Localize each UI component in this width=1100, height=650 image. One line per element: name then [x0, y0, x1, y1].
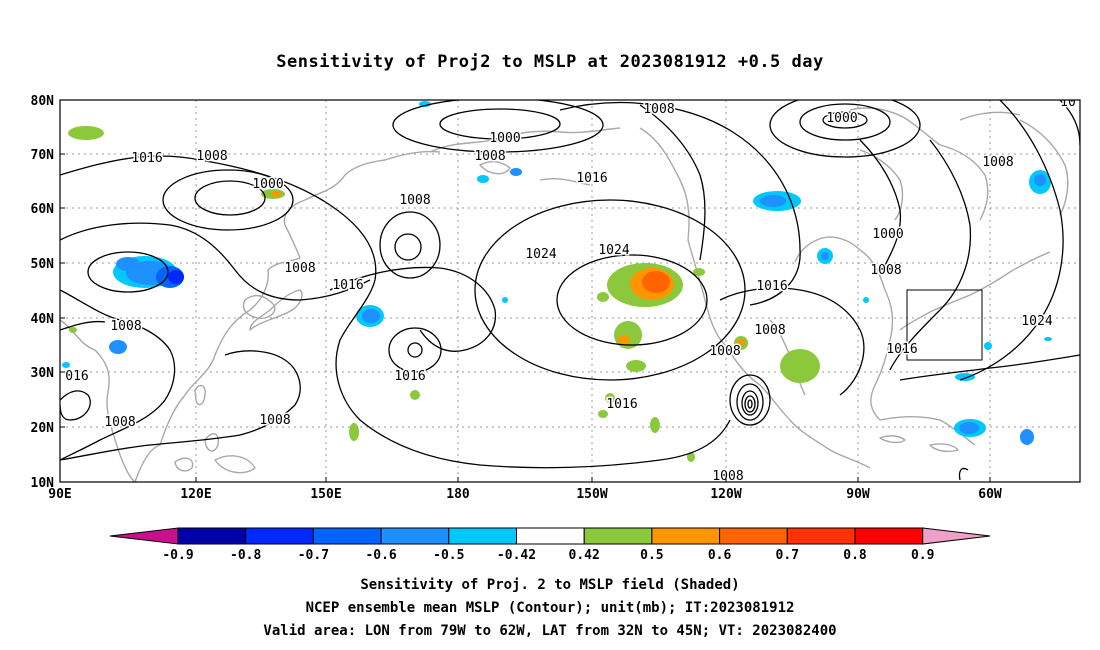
lon-tick-label: 90E	[48, 487, 71, 502]
tick-marks	[60, 153, 991, 482]
colorbar-label: -0.7	[298, 548, 329, 563]
colorbar-swatch	[448, 527, 517, 545]
contour-label: 1008	[474, 149, 505, 164]
lat-tick-label: 80N	[31, 94, 55, 109]
colorbar-swatch	[583, 527, 653, 545]
lon-tick-label: 150W	[576, 487, 607, 502]
lat-tick-label: 20N	[31, 421, 55, 436]
contour-label: 1008	[643, 102, 674, 117]
colorbar: -0.9 -0.8 -0.7 -0.6 -0.5 -0.42 0.42 0.5 0.6 0.7 0.…	[109, 527, 991, 563]
lon-tick-labels: 90E 120E 150E 180 150W 120W 90W 60W	[48, 487, 1002, 502]
contour-label-group: 1000 1000 1000 1000 1008 1008 1008 1008 …	[64, 95, 1078, 484]
contour-label: 1008	[870, 263, 901, 278]
figure-title: Sensitivity of Proj2 to MSLP at 20230819…	[276, 52, 823, 72]
map-gridlines	[60, 100, 1080, 482]
lat-tick-label: 30N	[31, 366, 55, 381]
map-panel: 1000 1000 1000 1000 1008 1008 1008 1008 …	[31, 94, 1081, 502]
lat-tick-label: 70N	[31, 148, 55, 163]
lon-tick-label: 60W	[978, 487, 1002, 502]
contour-label: 1008	[709, 344, 740, 359]
contour-label: 1016	[394, 369, 425, 384]
contour-label: 1016	[576, 171, 607, 186]
contour-label: 1008	[284, 261, 315, 276]
coastlines	[60, 107, 1069, 482]
colorbar-label: 0.9	[911, 548, 934, 563]
sensitivity-shading	[62, 101, 1052, 462]
colorbar-pos-arrow	[922, 527, 991, 545]
contour-label: 1000	[872, 227, 903, 242]
lat-tick-label: 10N	[31, 476, 55, 491]
caption-line-1: Sensitivity of Proj. 2 to MSLP field (Sh…	[360, 577, 739, 593]
colorbar-neg-arrow	[109, 527, 179, 545]
colorbar-swatch	[245, 527, 314, 545]
contour-label: 1016	[886, 342, 917, 357]
lat-tick-label: 60N	[31, 202, 55, 217]
contour-label: 1008	[399, 193, 430, 208]
lon-tick-label: 90W	[846, 487, 870, 502]
lat-tick-label: 50N	[31, 257, 55, 272]
contour-label: 1008	[110, 319, 141, 334]
lat-tick-labels: 80N 70N 60N 50N 40N 30N 20N 10N	[31, 94, 55, 491]
colorbar-label: 0.42	[569, 548, 600, 563]
contour-label: 016	[65, 369, 88, 384]
map-frame	[59, 99, 1081, 483]
lon-tick-label: 150E	[310, 487, 341, 502]
contour-label: 1024	[525, 247, 556, 262]
colorbar-swatch	[380, 527, 450, 545]
lon-tick-label: 180	[446, 487, 470, 502]
colorbar-label: 0.7	[776, 548, 799, 563]
colorbar-label: 0.6	[708, 548, 732, 563]
colorbar-label: -0.6	[365, 548, 396, 563]
contour-label: 1016	[131, 151, 162, 166]
colorbar-swatch	[516, 527, 585, 545]
map-background	[60, 100, 1080, 482]
lon-tick-label: 120E	[180, 487, 211, 502]
colorbar-label: 0.5	[640, 548, 663, 563]
contour-label: 1016	[606, 397, 637, 412]
colorbar-label: 0.8	[843, 548, 867, 563]
contour-label: 1016	[332, 278, 363, 293]
contour-label: 1008	[982, 155, 1013, 170]
valid-area-box	[906, 289, 983, 361]
colorbar-swatch	[312, 527, 382, 545]
colorbar-swatch	[177, 527, 247, 545]
colorbar-swatch	[651, 527, 721, 545]
colorbar-label: -0.42	[497, 548, 536, 563]
contour-label: 1000	[826, 111, 857, 126]
contour-label: 1008	[712, 469, 743, 484]
caption-line-2: NCEP ensemble mean MSLP (Contour); unit(…	[306, 600, 795, 616]
contour-label: 10	[1060, 95, 1076, 110]
colorbar-label: -0.5	[433, 548, 464, 563]
colorbar-swatch	[854, 527, 924, 545]
lat-tick-label: 40N	[31, 312, 55, 327]
colorbar-label: -0.8	[230, 548, 261, 563]
contour-label: 1024	[598, 243, 629, 258]
contour-label: 1008	[104, 415, 135, 430]
contour-label: 1008	[754, 323, 785, 338]
mslp-contours	[60, 100, 1080, 481]
contour-label: 1024	[1021, 314, 1052, 329]
lon-tick-label: 120W	[710, 487, 741, 502]
contour-label: 1016	[756, 279, 787, 294]
caption-line-3: Valid area: LON from 79W to 62W, LAT fro…	[263, 623, 836, 639]
contour-label: 1000	[252, 177, 283, 192]
colorbar-swatch	[719, 527, 788, 545]
colorbar-swatch	[786, 527, 856, 545]
colorbar-label: -0.9	[162, 548, 193, 563]
contour-label: 1008	[259, 413, 290, 428]
contour-label: 1000	[489, 131, 520, 146]
contour-label: 1008	[196, 149, 227, 164]
